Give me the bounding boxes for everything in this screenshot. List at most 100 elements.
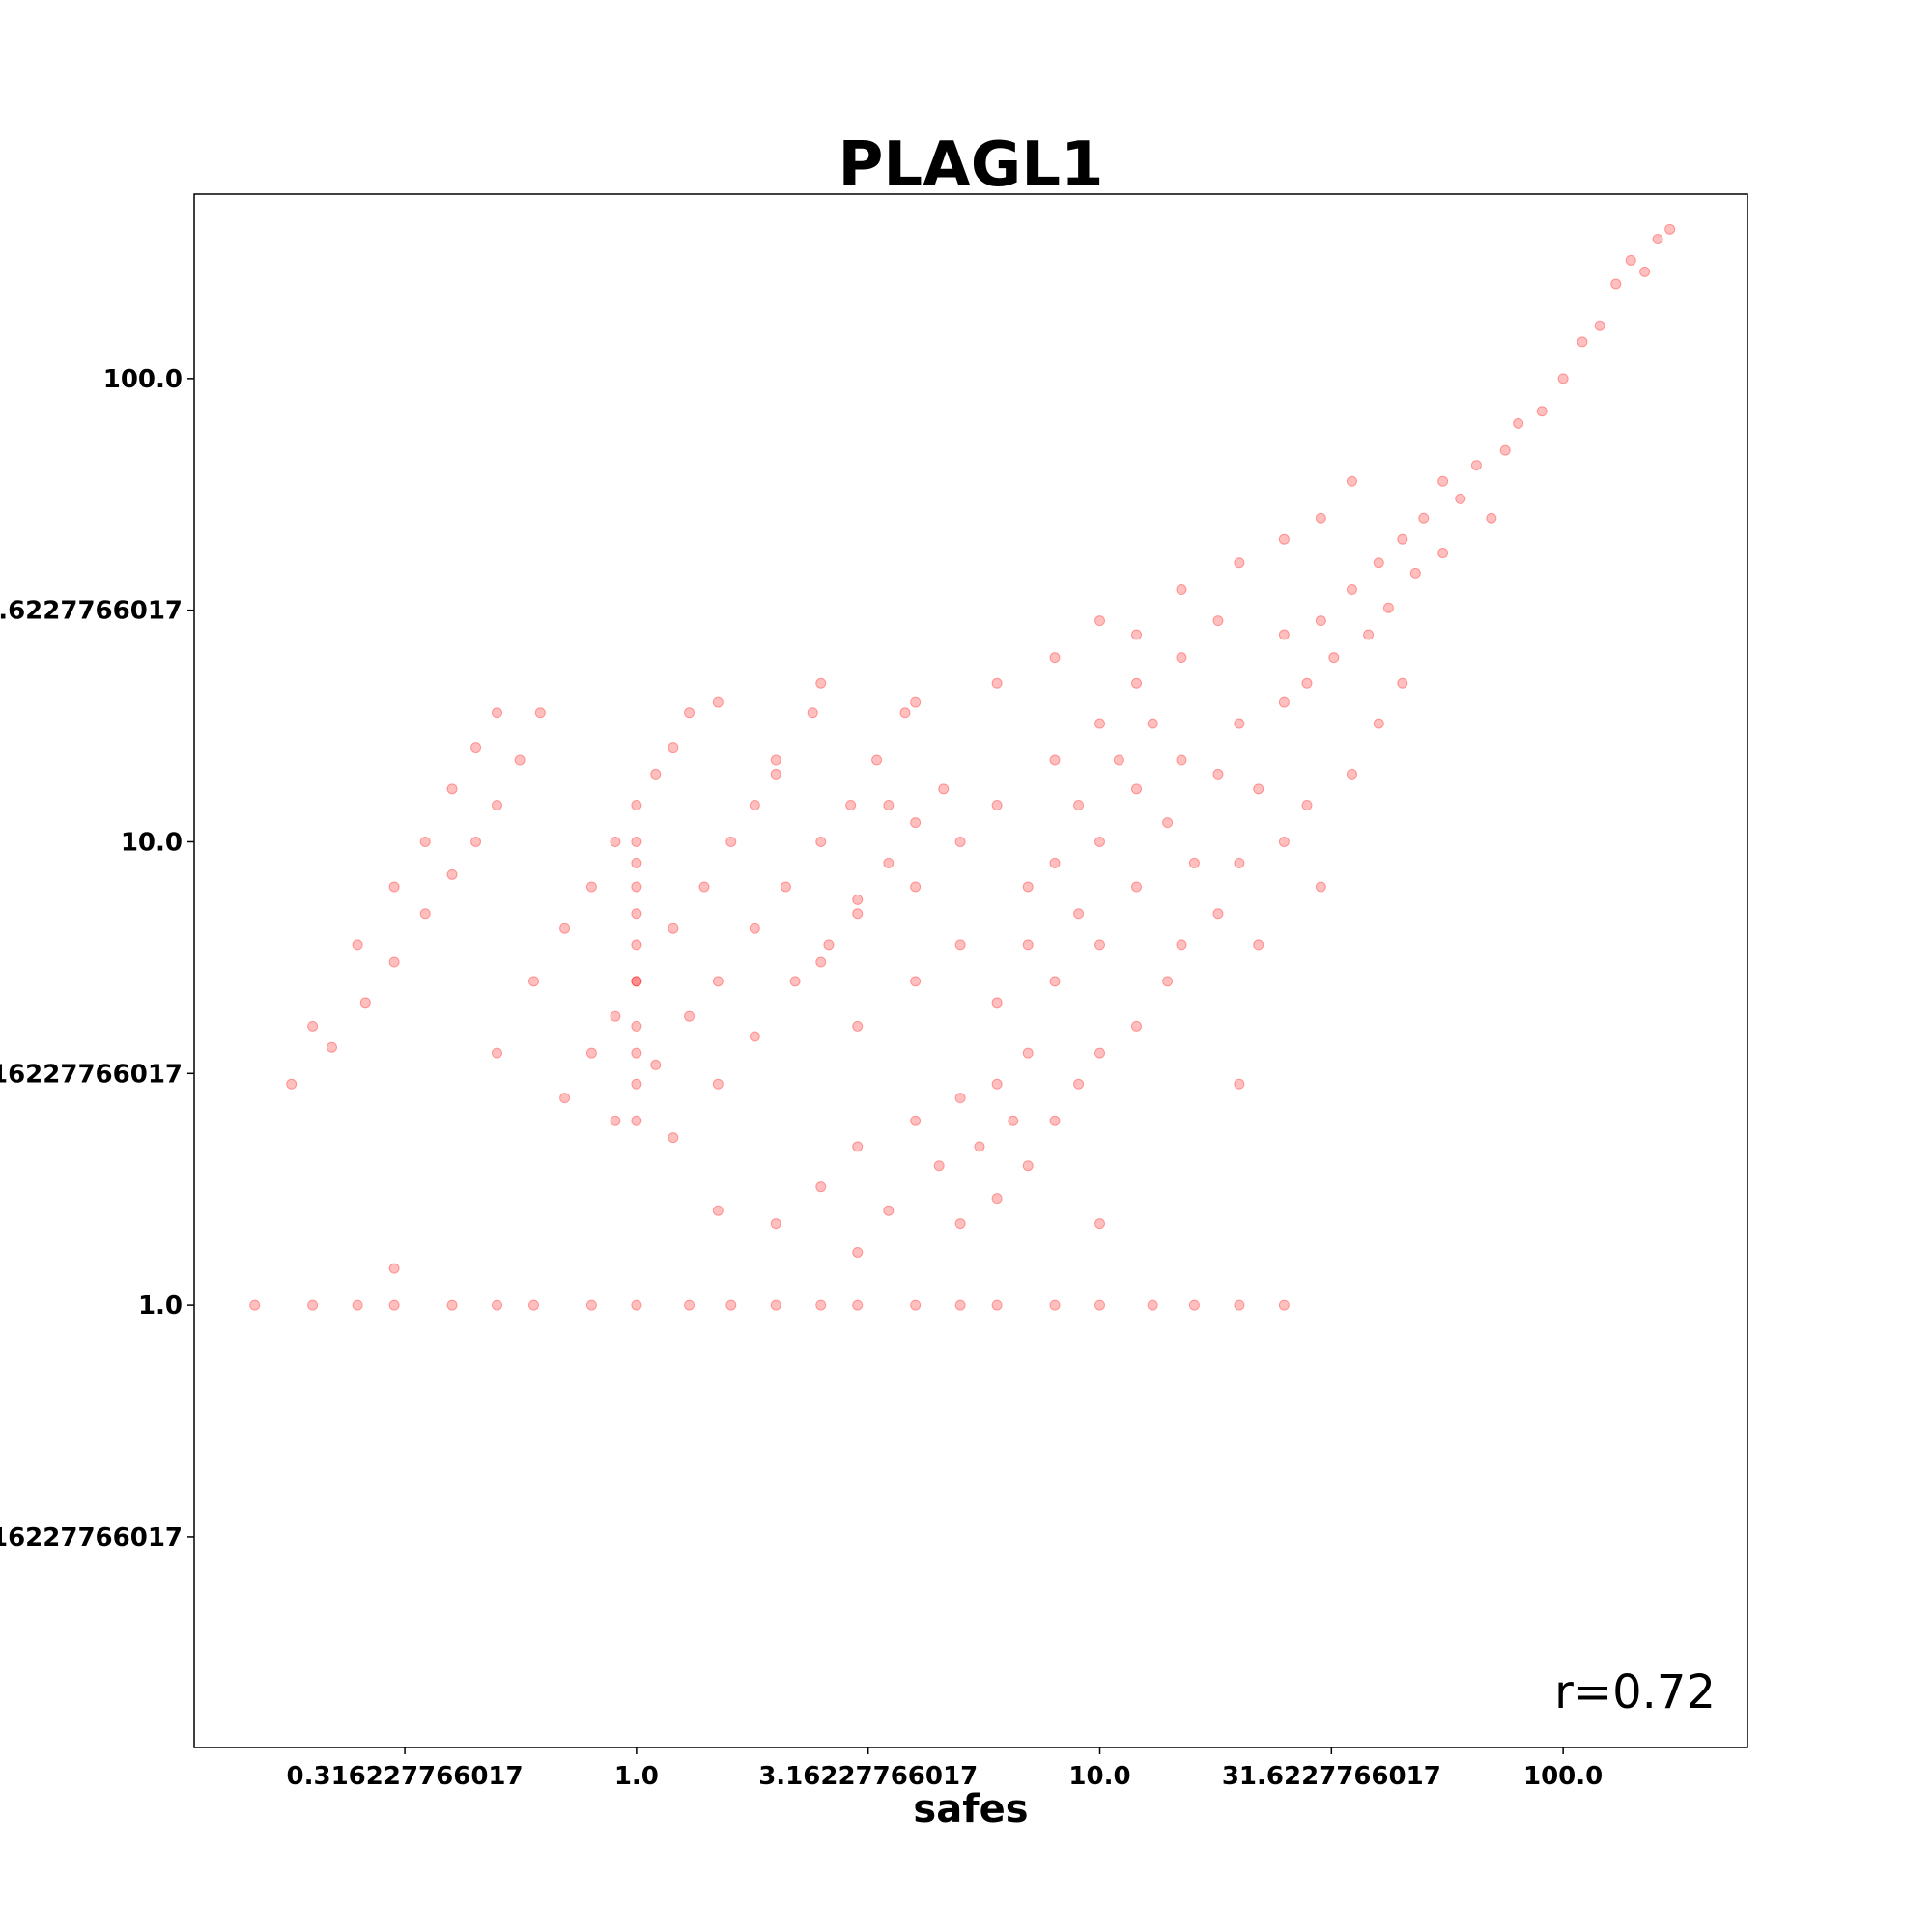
data-point (770, 754, 781, 766)
data-point (910, 1115, 922, 1126)
data-point (1437, 475, 1449, 487)
data-point (1049, 754, 1061, 766)
data-point (1346, 584, 1357, 596)
data-point (1147, 1299, 1158, 1311)
data-point (1130, 677, 1142, 689)
data-point (954, 1218, 966, 1230)
data-point (1278, 696, 1290, 708)
data-point (991, 1078, 1003, 1090)
data-point (1162, 817, 1174, 829)
data-point (910, 696, 922, 708)
data-point (352, 939, 363, 951)
data-point (991, 997, 1003, 1009)
data-point (1008, 1115, 1019, 1126)
data-point (1212, 615, 1224, 627)
data-point (954, 1093, 966, 1104)
y-axis: 0.316227766017 1.0 3.16227766017 10.0 31.622… (0, 365, 194, 1552)
data-point (974, 1141, 985, 1152)
data-point (631, 836, 642, 847)
data-point (815, 836, 827, 847)
data-point (631, 1020, 642, 1032)
data-point (933, 1160, 945, 1172)
data-point (845, 800, 857, 811)
data-point (492, 707, 503, 719)
data-point (534, 707, 546, 719)
data-point (631, 881, 642, 893)
data-point (1499, 444, 1511, 456)
data-point (1022, 939, 1034, 951)
data-point (1639, 266, 1651, 277)
data-point (725, 1299, 737, 1311)
data-point (1315, 615, 1326, 627)
data-point (1363, 629, 1375, 640)
data-point (991, 1193, 1003, 1205)
x-tick-label: 31.6227766017 (1222, 1762, 1441, 1791)
plot-area-frame (193, 193, 1748, 1748)
data-point (286, 1078, 298, 1090)
data-point (910, 881, 922, 893)
data-point (492, 800, 503, 811)
data-point (650, 1059, 662, 1070)
y-tick-label: 100.0 (103, 365, 183, 394)
y-tick-label: 31.6227766017 (0, 597, 183, 626)
data-point (419, 908, 431, 920)
data-point (1437, 548, 1449, 559)
data-point (1049, 1115, 1061, 1126)
data-point (1176, 939, 1187, 951)
data-point (1652, 233, 1663, 244)
data-point (852, 1246, 864, 1258)
data-point (871, 754, 883, 766)
data-point (1557, 373, 1569, 384)
data-point (1409, 567, 1421, 579)
data-point (610, 1010, 621, 1022)
data-point (852, 1299, 864, 1311)
data-point (1022, 1160, 1034, 1172)
data-point (852, 1141, 864, 1152)
x-tick-label: 1.0 (614, 1762, 659, 1791)
data-point (1162, 976, 1174, 987)
data-point (446, 868, 458, 880)
data-point (631, 908, 642, 920)
data-point (1315, 881, 1326, 893)
data-point (815, 1299, 827, 1311)
data-point (585, 1047, 597, 1059)
correlation-annotation: r=0.72 (1554, 1665, 1716, 1719)
data-point (1470, 460, 1482, 471)
data-point (815, 1181, 827, 1193)
data-point (1315, 512, 1326, 524)
data-point (631, 1047, 642, 1059)
y-tick-label: 1.0 (138, 1292, 183, 1321)
data-point (631, 976, 642, 987)
data-point (789, 976, 801, 987)
data-point (910, 976, 922, 987)
data-point (470, 836, 482, 847)
data-point (852, 908, 864, 920)
data-point (668, 742, 679, 753)
x-tick-label: 100.0 (1523, 1762, 1603, 1791)
data-point (1022, 881, 1034, 893)
data-point (514, 754, 526, 766)
data-point (1094, 939, 1106, 951)
data-point (1455, 493, 1466, 504)
data-point (1278, 836, 1290, 847)
data-point (1113, 754, 1124, 766)
y-tick-label: 0.316227766017 (0, 1523, 183, 1552)
data-point (1486, 512, 1497, 524)
data-point (1176, 584, 1187, 596)
data-point (1073, 800, 1085, 811)
data-point (359, 997, 371, 1009)
data-point (307, 1020, 319, 1032)
data-point (631, 976, 642, 987)
data-point (1049, 652, 1061, 664)
data-point (883, 800, 895, 811)
data-point (1094, 836, 1106, 847)
data-point (307, 1299, 319, 1311)
data-point (527, 976, 539, 987)
data-point (938, 783, 950, 795)
data-point (684, 1010, 696, 1022)
data-point (1073, 1078, 1085, 1090)
data-point (1234, 1299, 1245, 1311)
data-point (446, 1299, 458, 1311)
data-point (610, 836, 621, 847)
data-point (527, 1299, 539, 1311)
